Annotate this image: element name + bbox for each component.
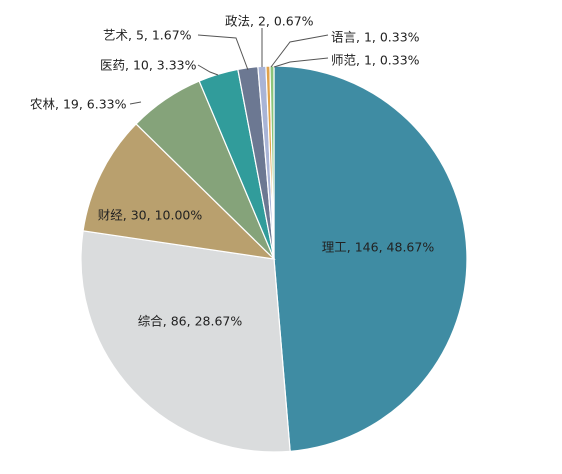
slice-label-政法: 政法, 2, 0.67% (225, 14, 314, 29)
pie-slices (80, 65, 468, 453)
slice-labels: 理工, 146, 48.67% 综合, 86, 28.67% 财经, 30, 10.… (30, 14, 434, 329)
leader-lines (129, 28, 329, 105)
pie-slice-综合 (80, 230, 291, 453)
leader-line-农林 (129, 101, 142, 105)
leader-line-语言 (270, 34, 329, 68)
slice-label-医药: 医药, 10, 3.33% (100, 58, 197, 73)
pie-slice-财经 (82, 123, 276, 260)
leader-line-艺术 (197, 34, 249, 71)
slice-label-艺术: 艺术, 5, 1.67% (103, 28, 192, 43)
slice-label-财经: 财经, 30, 10.00% (98, 208, 203, 223)
leader-line-医药 (197, 64, 219, 76)
slice-label-理工: 理工, 146, 48.67% (322, 240, 435, 255)
slice-label-语言: 语言, 1, 0.33% (331, 30, 420, 45)
slice-label-农林: 农林, 19, 6.33% (30, 97, 127, 112)
slice-label-师范: 师范, 1, 0.33% (331, 53, 420, 68)
slice-label-综合: 综合, 86, 28.67% (138, 314, 243, 329)
leader-line-师范 (273, 57, 329, 68)
pie-slice-理工 (273, 65, 468, 452)
